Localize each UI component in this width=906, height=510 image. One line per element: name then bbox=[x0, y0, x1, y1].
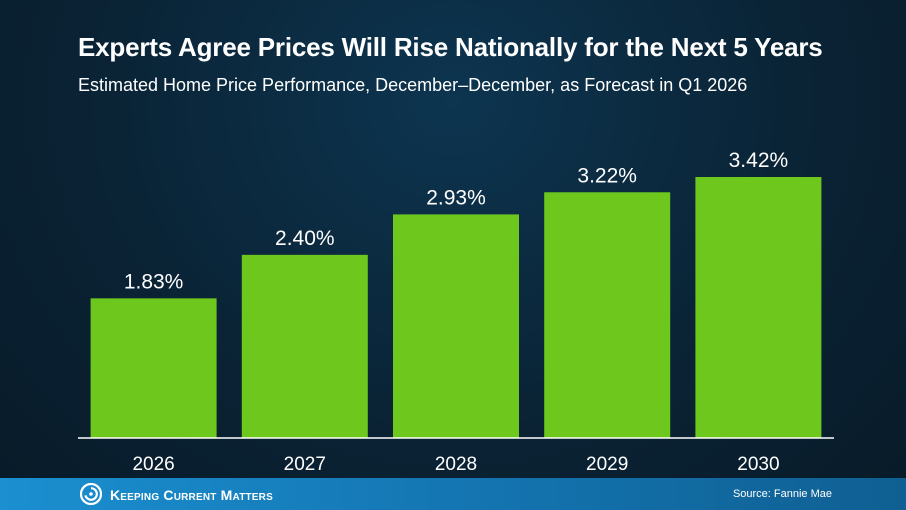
footer-bar: Keeping Current Matters Source: Fannie M… bbox=[0, 478, 906, 510]
kcm-swirl-logo-icon bbox=[80, 483, 102, 505]
bar-2027 bbox=[241, 254, 368, 438]
chart-subtitle: Estimated Home Price Performance, Decemb… bbox=[78, 75, 748, 95]
bar-2030 bbox=[695, 177, 822, 438]
bar-2029 bbox=[544, 192, 671, 438]
brand-name: Keeping Current Matters bbox=[110, 487, 273, 503]
x-tick-label-2026: 2026 bbox=[132, 454, 174, 475]
data-label-2026: 1.83% bbox=[124, 270, 184, 293]
data-label-2027: 2.40% bbox=[275, 227, 335, 250]
data-label-2029: 3.22% bbox=[577, 164, 637, 187]
data-label-2030: 3.42% bbox=[729, 149, 789, 172]
data-label-2028: 2.93% bbox=[426, 186, 486, 209]
x-tick-label-2027: 2027 bbox=[284, 454, 326, 475]
source-note: Source: Fannie Mae bbox=[732, 488, 832, 500]
x-tick-label-2030: 2030 bbox=[737, 454, 779, 475]
x-tick-label-2028: 2028 bbox=[435, 454, 477, 475]
bar-2026 bbox=[90, 298, 217, 438]
x-tick-label-2029: 2029 bbox=[586, 454, 628, 475]
bar-chart: 1.83% 2026 2.40% 2027 2.93% 2028 3.22% 2029 3.42… bbox=[90, 149, 822, 475]
chart-title: Experts Agree Prices Will Rise Nationall… bbox=[78, 32, 823, 62]
bar-2028 bbox=[393, 214, 519, 438]
